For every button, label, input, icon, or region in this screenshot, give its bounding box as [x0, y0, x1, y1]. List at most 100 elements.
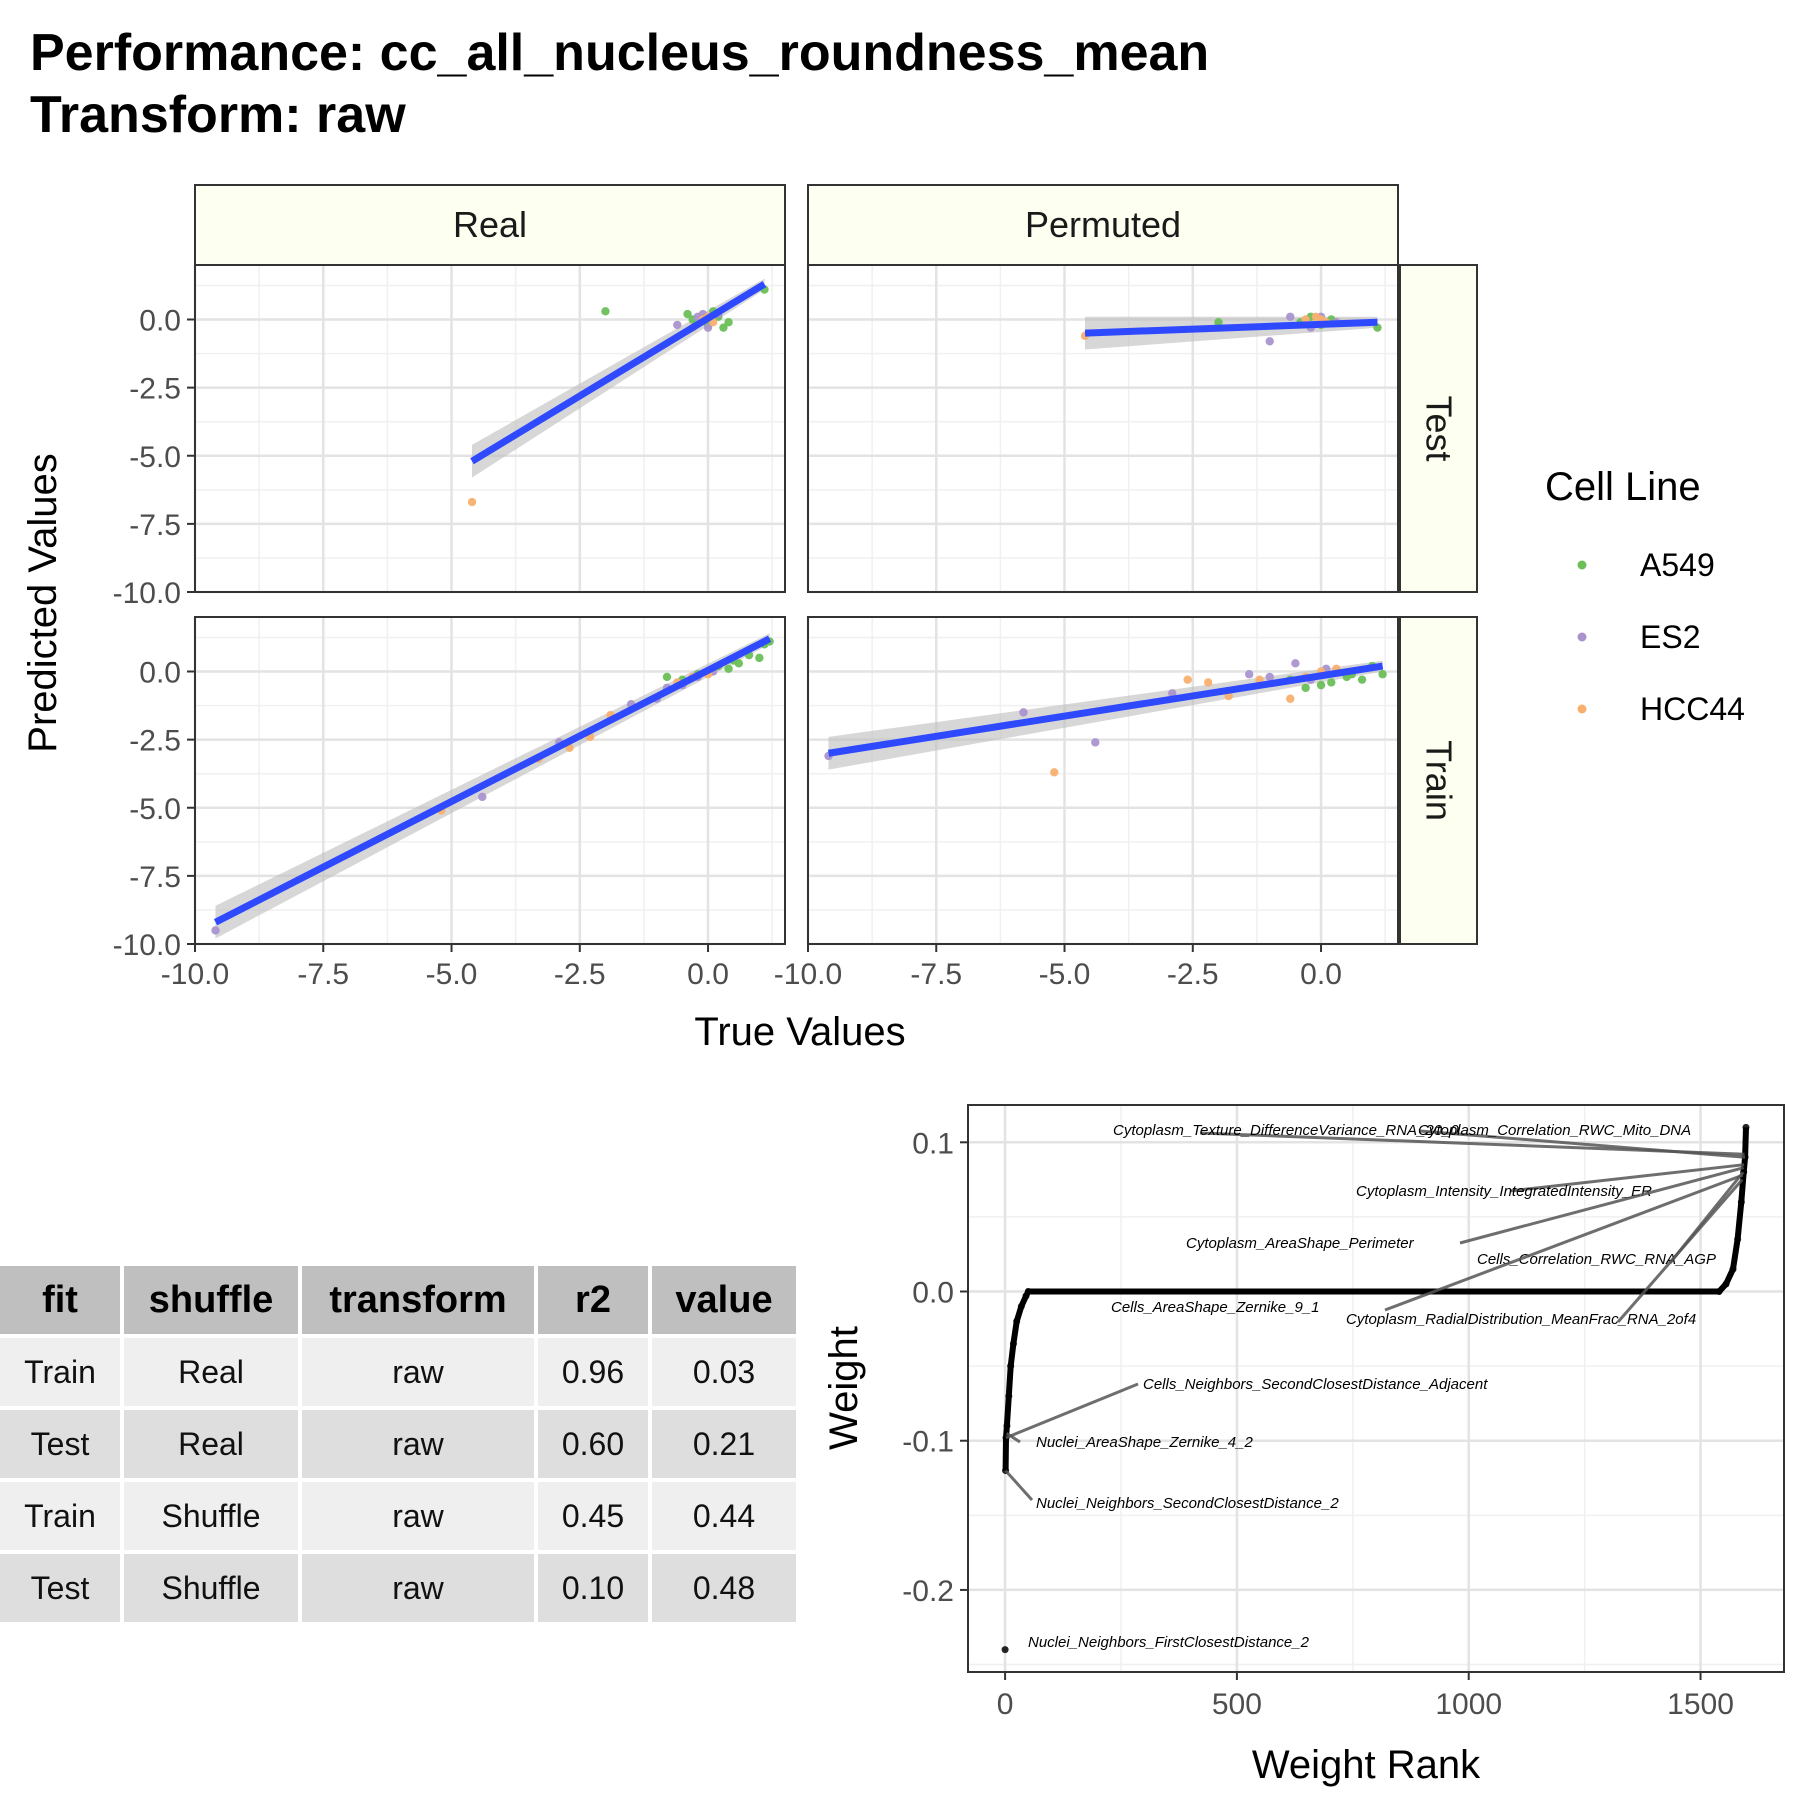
y-tick-label: -5.0 [129, 441, 181, 474]
annotation-leader-line [1509, 1163, 1745, 1193]
y-tick-label: 0.1 [912, 1127, 954, 1160]
data-point [1286, 694, 1295, 703]
table-cell: 0.03 [652, 1338, 796, 1406]
panel-real-test [193, 264, 786, 594]
legend-key-es2 [1577, 632, 1587, 642]
table-cell: 0.10 [538, 1554, 648, 1622]
data-point [755, 653, 764, 663]
legend-key-a549 [1577, 560, 1587, 570]
weight-point [1742, 1123, 1750, 1131]
data-point [1301, 683, 1310, 693]
y-tick-label: -2.5 [129, 373, 181, 406]
weight-point [1002, 1467, 1010, 1475]
table-row: Test Real raw 0.60 0.21 [0, 1410, 796, 1478]
x-tick-label: -2.5 [1167, 958, 1219, 991]
facet-strip-label: Test [1419, 395, 1460, 461]
weight-point [1740, 1168, 1748, 1176]
facet-strip-label: Permuted [1025, 204, 1181, 245]
fit-line [213, 635, 772, 926]
annotation-label: Cells_Neighbors_SecondClosestDistance_Ad… [1143, 1376, 1488, 1393]
weight-panel-background [968, 1105, 1784, 1672]
annotation-label: Cells_AreaShape_Zernike_9_1 [1111, 1299, 1319, 1316]
table-header-fit: fit [0, 1266, 120, 1334]
table-cell: 0.48 [652, 1554, 796, 1622]
legend-key-hcc44 [1577, 704, 1587, 714]
data-point [1019, 708, 1028, 717]
annotation-label: Cytoplasm_Texture_DifferenceVariance_RNA… [1113, 1122, 1459, 1139]
annotation-leader-line [1459, 1166, 1745, 1245]
data-point [1265, 337, 1274, 346]
y-tick-label: -7.5 [129, 509, 181, 542]
x-tick-label: -5.0 [1039, 958, 1091, 991]
table-cell: 0.96 [538, 1338, 648, 1406]
table-cell: Shuffle [124, 1482, 298, 1550]
table-header-r2: r2 [538, 1266, 648, 1334]
y-tick-label: 0.0 [912, 1277, 954, 1310]
data-point [1316, 680, 1326, 690]
y-tick-label: 0.0 [139, 305, 181, 338]
x-tick-label: -7.5 [910, 958, 962, 991]
data-point [211, 926, 220, 935]
x-tick-label: -10.0 [774, 958, 842, 991]
legend-label: ES2 [1640, 619, 1700, 655]
annotation-label: Nuclei_Neighbors_FirstClosestDistance_2 [1028, 1634, 1310, 1651]
weight-point [1003, 1422, 1011, 1430]
x-tick-label: 0.0 [1300, 958, 1342, 991]
weight-point [1013, 1317, 1021, 1325]
legend-title: Cell Line [1545, 465, 1701, 509]
data-point [724, 664, 733, 673]
panel-background [808, 617, 1398, 944]
x-tick-label: -2.5 [554, 958, 606, 991]
facet-strip-permuted [807, 184, 1399, 266]
weight-point [1005, 1392, 1013, 1400]
x-tick-label: 1500 [1667, 1688, 1734, 1721]
x-tick-label: -7.5 [297, 958, 349, 991]
x-axis-title: Weight Rank [1252, 1743, 1481, 1787]
weight-point [1729, 1265, 1737, 1273]
title-line-1: Performance: cc_all_nucleus_roundness_me… [30, 24, 1210, 82]
facet-strip-test [1399, 264, 1478, 593]
table-cell: 0.60 [538, 1410, 648, 1478]
annotation-leader-line [1004, 1469, 1034, 1502]
table-header-shuffle: shuffle [124, 1266, 298, 1334]
table-cell: 0.45 [538, 1482, 648, 1550]
fit-line [470, 281, 767, 465]
data-point [673, 320, 682, 330]
annotation-label: Cytoplasm_AreaShape_Perimeter [1186, 1235, 1415, 1252]
weight-point [1024, 1288, 1032, 1296]
table-cell: 0.21 [652, 1410, 796, 1478]
table-cell: 0.44 [652, 1482, 796, 1550]
table-cell: Real [124, 1410, 298, 1478]
annotation-label: Cytoplasm_RadialDistribution_MeanFrac_RN… [1346, 1311, 1696, 1328]
title-line-2: Transform: raw [30, 86, 406, 144]
annotation-leader-line [1384, 1173, 1744, 1312]
y-tick-label: -0.1 [902, 1426, 954, 1459]
annotation-label: Cytoplasm_Intensity_IntegratedIntensity_… [1356, 1183, 1652, 1200]
page-title: Performance: cc_all_nucleus_roundness_me… [30, 22, 1209, 146]
data-point [724, 318, 733, 327]
y-axis-title: Predicted Values [21, 453, 65, 752]
table-cell: Shuffle [124, 1554, 298, 1622]
annotation-label: Cytoplasm_Correlation_RWC_Mito_DNA [1418, 1122, 1691, 1139]
data-point [1183, 675, 1192, 684]
data-point [1311, 312, 1321, 321]
table-cell: Real [124, 1338, 298, 1406]
fit-line [827, 662, 1384, 757]
weight-point [1722, 1280, 1730, 1288]
data-point [1245, 670, 1254, 679]
data-point [662, 672, 672, 682]
annotation-leader-line [1199, 1131, 1745, 1156]
panel-real-train [193, 616, 786, 946]
table-header-transform: transform [302, 1266, 534, 1334]
table-cell: raw [302, 1410, 534, 1478]
facet-strip-train [1399, 616, 1478, 945]
x-tick-label: -5.0 [426, 958, 478, 991]
facet-scatter-chart: Real Permuted Test Train 0.0 -2.5 -5.0 -7.5 -10.… [21, 184, 1745, 1054]
weight-point [1734, 1235, 1742, 1243]
table-header-value: value [652, 1266, 796, 1334]
weight-point [1741, 1153, 1749, 1161]
table-header-row: fit shuffle transform r2 value [0, 1266, 796, 1334]
y-axis-title: Weight [822, 1326, 866, 1450]
annotation-leader-line [1005, 1382, 1139, 1440]
table-cell: Train [0, 1338, 120, 1406]
